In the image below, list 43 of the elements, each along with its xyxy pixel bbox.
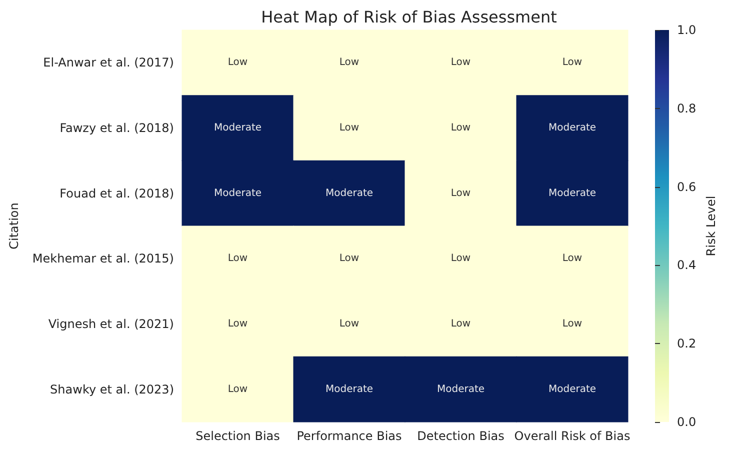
color-bar-title: Risk Level — [704, 196, 718, 256]
data-label: Moderate — [548, 122, 596, 134]
y-tick-label: Fawzy et al. (2018) — [60, 121, 174, 135]
y-tick-label: Mekhemar et al. (2015) — [32, 252, 174, 266]
data-label: Low — [228, 253, 248, 264]
x-tick-label: Detection Bias — [417, 429, 504, 443]
data-label: Moderate — [325, 188, 374, 199]
data-label: Low — [450, 57, 471, 68]
color-bar-label: 0.4 — [677, 258, 696, 272]
color-bar-label: 0.8 — [677, 101, 696, 116]
color-bar-label: 1.0 — [677, 23, 696, 37]
data-label: Moderate — [325, 384, 374, 395]
data-label: Moderate — [214, 188, 262, 199]
y-tick-label: Shawky et al. (2023) — [50, 382, 174, 396]
color-bar-label: 0.6 — [677, 180, 696, 194]
data-label: Low — [562, 57, 582, 68]
color-bar-label: 0.2 — [677, 336, 696, 351]
data-label: Moderate — [214, 122, 262, 134]
y-tick-label: Vignesh et al. (2021) — [48, 317, 174, 331]
y-tick-label: Fouad et al. (2018) — [60, 186, 174, 200]
data-label: Low — [450, 188, 471, 199]
data-label: Low — [450, 122, 471, 134]
data-label: Low — [450, 318, 471, 330]
data-label: Low — [228, 57, 248, 68]
data-label: Low — [562, 318, 582, 330]
data-label: Low — [339, 122, 360, 134]
x-tick-label: Overall Risk of Bias — [514, 429, 630, 443]
data-label: Low — [339, 57, 360, 68]
y-axis-title: Citation — [7, 202, 21, 250]
color-bar-label: 0.0 — [677, 415, 696, 429]
data-label: Low — [339, 253, 360, 264]
chart-title: Heat Map of Risk of Bias Assessment — [261, 8, 557, 26]
data-label: Low — [562, 253, 582, 264]
data-label: Low — [450, 253, 471, 264]
y-tick-label: El-Anwar et al. (2017) — [43, 56, 174, 70]
data-label: Moderate — [548, 188, 596, 199]
x-tick-label: Selection Bias — [196, 429, 280, 443]
data-label: Moderate — [548, 384, 596, 395]
data-label: Low — [228, 318, 248, 330]
x-tick-label: Performance Bias — [296, 429, 402, 443]
data-label: Low — [228, 384, 248, 395]
data-label: Moderate — [436, 384, 485, 395]
data-label: Low — [339, 318, 360, 330]
